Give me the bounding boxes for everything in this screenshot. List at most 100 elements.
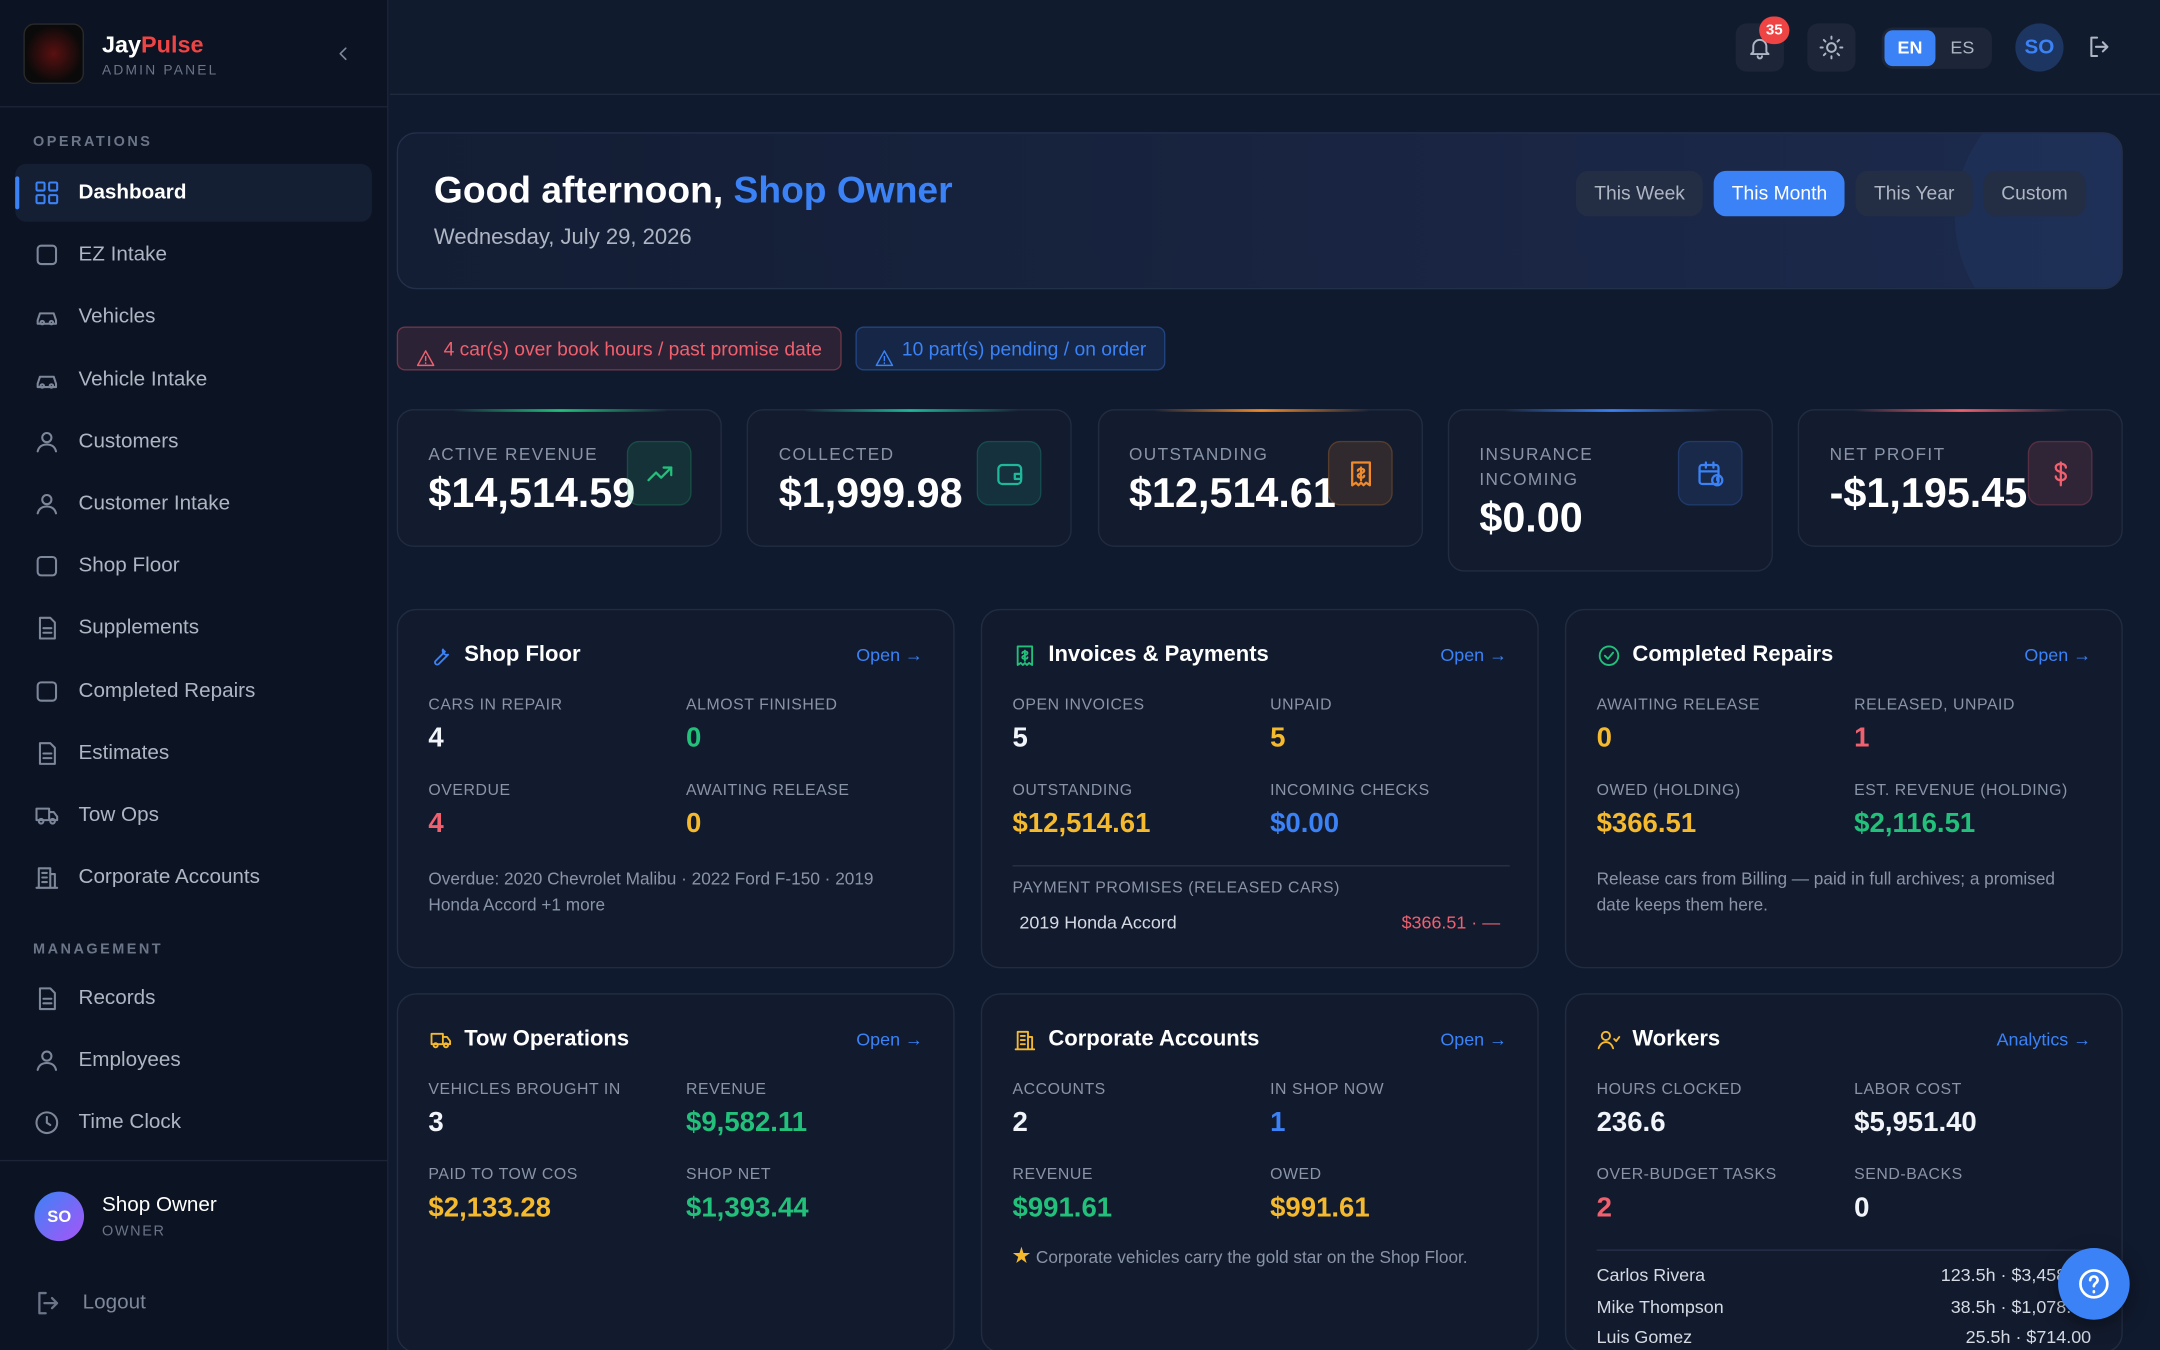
nav-icon-part bbox=[38, 741, 56, 765]
nav-icon bbox=[33, 490, 61, 518]
panel-icon-part bbox=[430, 1032, 452, 1049]
worker-amount: 123.5h · $3,458.00 bbox=[1940, 1264, 2092, 1286]
stat-label: SHOP NET bbox=[686, 1166, 772, 1184]
stat-value: 2 bbox=[1012, 1107, 1028, 1138]
stat-value: $0.00 bbox=[1270, 808, 1340, 839]
divider bbox=[0, 106, 389, 108]
nav-icon bbox=[33, 864, 61, 892]
panel-link[interactable]: Open → bbox=[1440, 644, 1508, 666]
kpi-accent bbox=[803, 409, 1019, 412]
kpi-icon-part bbox=[2054, 461, 2068, 487]
kpi-icon-part bbox=[1698, 461, 1720, 473]
panel-title: Invoices & Payments bbox=[1048, 643, 1269, 667]
nav-item[interactable]: Customer Intake bbox=[15, 475, 372, 533]
nav-item[interactable]: Shop Floor bbox=[15, 538, 372, 596]
stat-label: ACCOUNTS bbox=[1012, 1081, 1106, 1098]
language-option[interactable]: EN bbox=[1884, 30, 1936, 67]
range-button[interactable]: Custom bbox=[1983, 170, 2086, 217]
sun-icon-part bbox=[1819, 35, 1844, 60]
kpi-card: NET PROFIT -$1,195.45 bbox=[1797, 409, 2124, 547]
help-icon bbox=[2076, 1266, 2112, 1302]
nav-icon bbox=[33, 428, 61, 456]
panel-icon-part bbox=[442, 1042, 449, 1049]
range-button[interactable]: This Month bbox=[1713, 170, 1846, 217]
alert-chip[interactable]: 10 part(s) pending / on order bbox=[855, 326, 1166, 371]
nav-icon-part bbox=[36, 375, 58, 389]
avatar-button[interactable]: SO bbox=[2015, 23, 2064, 72]
nav-icon-part bbox=[36, 244, 58, 266]
language-option[interactable]: ES bbox=[1950, 37, 1975, 58]
nav-item[interactable]: Dashboard bbox=[15, 163, 372, 222]
alerts: 4 car(s) over book hours / past promise … bbox=[396, 326, 1166, 371]
stat-value: $5,951.40 bbox=[1854, 1107, 1977, 1138]
nav-label: EZ Intake bbox=[78, 242, 167, 267]
kpi-label: OUTSTANDING bbox=[1129, 444, 1269, 465]
panel-link[interactable]: Open → bbox=[2024, 644, 2092, 666]
nav-item[interactable]: Employees bbox=[15, 1032, 372, 1090]
kpi-value: $1,999.98 bbox=[778, 471, 963, 517]
kpi-icon-part bbox=[1710, 474, 1724, 487]
nav-icon-part bbox=[39, 382, 45, 389]
stat-value: $991.61 bbox=[1012, 1192, 1113, 1224]
panel-title: Workers bbox=[1632, 1027, 1721, 1052]
help-button[interactable] bbox=[2058, 1248, 2130, 1320]
panel-icon-part bbox=[1597, 1030, 1621, 1050]
nav-icon-part bbox=[38, 741, 56, 765]
nav-icon-part bbox=[41, 493, 53, 506]
collapse-button-part bbox=[339, 47, 347, 61]
logout-top-part bbox=[2090, 36, 2109, 58]
panel-link[interactable]: Analytics → bbox=[1996, 1029, 2092, 1050]
notifications-button[interactable]: 35 bbox=[1735, 16, 1790, 72]
nav-icon-part bbox=[36, 680, 58, 702]
nav-item[interactable]: Vehicles bbox=[15, 288, 372, 346]
alert-icon-part bbox=[416, 350, 435, 367]
nav-icon-part bbox=[41, 431, 53, 443]
panel-note: Corporate vehicles carry the gold star o… bbox=[1012, 1246, 1468, 1267]
panel-link[interactable]: Open → bbox=[856, 1029, 923, 1050]
logout-button[interactable]: Logout bbox=[33, 1285, 309, 1321]
alert-text: 10 part(s) pending / on order bbox=[901, 337, 1147, 360]
nav-icon-part bbox=[42, 627, 53, 635]
panel-icon-part bbox=[1600, 1030, 1611, 1041]
kpi-icon-box bbox=[626, 440, 692, 506]
nav-label: Dashboard bbox=[78, 180, 187, 204]
alert-text: 4 car(s) over book hours / past promise … bbox=[443, 337, 822, 360]
kpi-label: ACTIVE REVENUE bbox=[428, 444, 598, 465]
theme-button[interactable] bbox=[1807, 23, 1856, 72]
stat-label: HOURS CLOCKED bbox=[1596, 1081, 1742, 1098]
kpi-icon-part bbox=[997, 463, 1023, 486]
logout-top[interactable] bbox=[2086, 33, 2114, 61]
nav-icon bbox=[33, 985, 61, 1013]
nav-item[interactable]: Corporate Accounts bbox=[15, 849, 372, 907]
stat-label: PAID TO TOW COS bbox=[428, 1166, 578, 1184]
nav-icon bbox=[33, 802, 61, 830]
alert-icon-part bbox=[875, 350, 893, 367]
kpi-icon-part bbox=[1350, 461, 1371, 487]
nav-item[interactable]: Supplements bbox=[15, 600, 372, 658]
panel-link[interactable]: Open → bbox=[856, 644, 923, 666]
nav-item[interactable]: Records bbox=[15, 970, 372, 1028]
range-button[interactable]: This Year bbox=[1856, 170, 1973, 217]
stat-label: OWED (HOLDING) bbox=[1596, 782, 1741, 799]
kpi-icon-box bbox=[977, 440, 1042, 506]
nav-item[interactable]: Completed Repairs bbox=[15, 662, 372, 720]
stat-value: 0 bbox=[1596, 723, 1612, 754]
panel-card: Completed Repairs Open → AWAITING RELEASE 0… bbox=[1564, 608, 2123, 969]
nav-item[interactable]: Estimates bbox=[15, 724, 372, 782]
panel-link[interactable]: Open → bbox=[1440, 1029, 1508, 1050]
collapse-button[interactable] bbox=[332, 43, 354, 65]
nav-item[interactable]: Tow Ops bbox=[15, 787, 372, 845]
nav-label: Shop Floor bbox=[78, 554, 180, 578]
nav-icon bbox=[33, 1047, 61, 1075]
panel-icon-part bbox=[434, 648, 449, 666]
logout-icon-part bbox=[38, 1291, 59, 1315]
nav-item[interactable]: Time Clock bbox=[15, 1094, 372, 1152]
nav-item[interactable]: Vehicle Intake bbox=[15, 351, 372, 409]
nav-item[interactable]: Customers bbox=[15, 413, 372, 471]
alert-chip[interactable]: 4 car(s) over book hours / past promise … bbox=[396, 326, 842, 371]
kpi-value: $0.00 bbox=[1479, 495, 1583, 542]
section-title: MANAGEMENT bbox=[33, 940, 164, 958]
range-button[interactable]: This Week bbox=[1576, 170, 1703, 217]
bell-icon-part bbox=[1750, 38, 1770, 56]
nav-item[interactable]: EZ Intake bbox=[15, 226, 372, 284]
